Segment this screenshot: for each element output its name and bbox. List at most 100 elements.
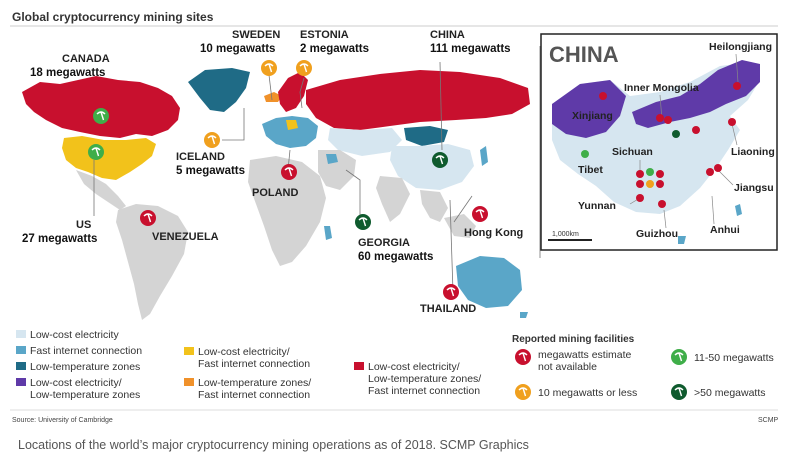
marker-hongkong xyxy=(472,206,488,222)
marker-sweden xyxy=(261,60,277,76)
indonesia-region xyxy=(444,214,476,238)
label-sweden-value: 10 megawatts xyxy=(200,43,275,55)
china-region xyxy=(390,144,474,190)
label-china-name: CHINA xyxy=(430,29,465,41)
figure-caption: Locations of the world’s major cryptocur… xyxy=(18,438,529,452)
label-poland-name: POLAND xyxy=(252,187,299,199)
legend-swatch-2 xyxy=(16,362,26,370)
madagascar-region xyxy=(324,226,332,240)
georgia-region xyxy=(326,154,338,164)
legend-facility-3: >50 megawatts xyxy=(694,387,766,399)
legend-zone-5: Low-temperature zones/ xyxy=(198,377,311,389)
legend-zone-6: Low-cost electricity/ xyxy=(368,361,460,373)
label-estonia-value: 2 megawatts xyxy=(300,43,369,55)
credit-text: SCMP xyxy=(758,417,779,424)
japan-region xyxy=(480,146,488,166)
legend-zone-4b: Fast internet connection xyxy=(198,358,310,370)
china-inset-title: CHINA xyxy=(549,42,619,67)
label-venezuela-name: VENEZUELA xyxy=(152,231,219,243)
europe-region xyxy=(262,116,318,148)
source-text: Source: University of Cambridge xyxy=(12,417,113,424)
province-sichuan: Sichuan xyxy=(612,146,653,158)
province-liaoning: Liaoning xyxy=(731,146,775,158)
hainan-region xyxy=(678,236,686,244)
marker-us xyxy=(88,144,104,160)
mexico-region xyxy=(76,170,126,210)
label-us-name: US xyxy=(76,219,91,231)
label-georgia-name: GEORGIA xyxy=(358,237,410,249)
india-region xyxy=(376,176,410,222)
world-map xyxy=(22,68,530,320)
legend-zone-4: Low-cost electricity/ xyxy=(198,346,290,358)
marker-estonia xyxy=(296,60,312,76)
province-xinjiang: Xinjiang xyxy=(572,110,613,122)
africa-region xyxy=(248,156,326,266)
label-iceland-value: 5 megawatts xyxy=(176,165,245,177)
province-heilongjiang: Heilongjiang xyxy=(709,41,772,53)
province-inner-mongolia: Inner Mongolia xyxy=(624,82,699,94)
province-guizhou: Guizhou xyxy=(636,228,678,240)
australia-region xyxy=(456,256,522,308)
greenland-region xyxy=(188,68,250,112)
mining-markers xyxy=(88,60,488,300)
legend-swatch-4 xyxy=(184,347,194,355)
south-america-region xyxy=(116,204,188,320)
xinjiang-region xyxy=(552,80,626,138)
iceland-region xyxy=(264,92,282,102)
scale-label: 1,000km xyxy=(552,231,579,238)
legend-zone-6c: Fast internet connection xyxy=(368,385,480,397)
map-title: Global cryptocurrency mining sites xyxy=(12,10,214,24)
legend-marker-red xyxy=(515,349,531,365)
label-estonia-name: ESTONIA xyxy=(300,29,349,41)
label-sweden-name: SWEDEN xyxy=(232,29,280,41)
southeast-asia-region xyxy=(420,190,448,222)
legend-zone-2: Low-temperature zones xyxy=(30,361,140,373)
legend-swatch-0 xyxy=(16,330,26,338)
legend-facilities-heading: Reported mining facilities xyxy=(512,334,635,345)
china-inset: CHINA Heilongjiang Inner Mongolia Xinjia… xyxy=(540,33,778,251)
us-region xyxy=(62,136,156,180)
callout-lines xyxy=(93,46,541,293)
country-labels: CANADA 18 megawatts SWEDEN 10 megawatts … xyxy=(22,29,523,315)
label-canada-value: 18 megawatts xyxy=(30,67,105,79)
legend-facility-2: 10 megawatts or less xyxy=(538,387,637,399)
legend-zone-3: Low-cost electricity/ xyxy=(30,377,122,389)
label-thailand-name: THAILAND xyxy=(420,303,476,315)
central-asia-region xyxy=(328,128,402,156)
marker-poland xyxy=(281,164,297,180)
legend-swatch-5 xyxy=(184,378,194,386)
marker-venezuela xyxy=(140,210,156,226)
legend-zone-6b: Low-temperature zones/ xyxy=(368,373,481,385)
label-us-value: 27 megawatts xyxy=(22,233,97,245)
taiwan-region xyxy=(735,204,742,216)
legend-marker-darkgreen xyxy=(671,384,687,400)
marker-thailand xyxy=(443,284,459,300)
legend-swatch-1 xyxy=(16,346,26,354)
mongolia-region xyxy=(404,126,448,146)
legend-facility-1: 11-50 megawatts xyxy=(694,352,774,364)
china-markers xyxy=(581,82,741,208)
europe-yellow-region xyxy=(286,120,298,130)
marker-canada xyxy=(93,108,109,124)
legend-swatch-6 xyxy=(354,362,364,370)
marker-iceland xyxy=(204,132,220,148)
legend-facility-0: megawatts estimate xyxy=(538,349,632,361)
scandinavia-region xyxy=(278,72,308,112)
province-tibet: Tibet xyxy=(578,164,603,176)
legend-swatch-3 xyxy=(16,378,26,386)
legend-facility-0b: not available xyxy=(538,361,597,373)
legend-zone-5b: Fast internet connection xyxy=(198,389,310,401)
legend-marker-orange xyxy=(515,384,531,400)
label-georgia-value: 60 megawatts xyxy=(358,251,433,263)
province-jiangsu: Jiangsu xyxy=(734,182,774,194)
label-hongkong-name: Hong Kong xyxy=(464,227,523,239)
canada-region xyxy=(22,76,180,138)
province-anhui: Anhui xyxy=(710,224,740,236)
legend-marker-green xyxy=(671,349,687,365)
label-china-value: 111 megawatts xyxy=(430,43,511,55)
inner-mongolia-region xyxy=(632,60,760,128)
legend: Low-cost electricity Fast internet conne… xyxy=(16,329,774,401)
legend-zone-1: Fast internet connection xyxy=(30,345,142,357)
province-yunnan: Yunnan xyxy=(578,200,616,212)
